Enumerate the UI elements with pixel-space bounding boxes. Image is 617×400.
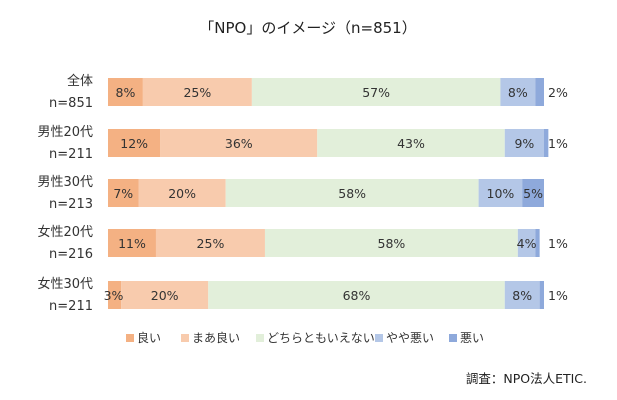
data-label: 12%	[120, 136, 148, 151]
category-label: n=851	[49, 96, 93, 111]
data-label: 7%	[113, 186, 133, 201]
data-label: 8%	[512, 288, 532, 303]
category-label: 全体	[67, 73, 93, 89]
data-label: 5%	[523, 186, 543, 201]
bar-segment	[108, 179, 139, 207]
category-label: n=213	[49, 197, 93, 212]
bar-segment	[155, 229, 265, 257]
bar-segment	[504, 129, 544, 157]
data-label: 3%	[104, 288, 124, 303]
source-note: 調査：NPO法人ETIC.	[466, 371, 587, 386]
legend-label: まあ良い	[192, 330, 240, 345]
bars: 8% 25% 57% 8% 2% 12% 36% 43% 9% 1% 7% 20% 58% 10% 5% 11…	[104, 78, 568, 309]
bar-segment	[108, 129, 161, 157]
legend-swatch	[449, 334, 457, 342]
bar-segment	[264, 229, 518, 257]
category-label: 女性20代	[37, 224, 93, 240]
category-label: 男性20代	[37, 125, 93, 140]
bar-segment	[517, 229, 536, 257]
bar-segment	[317, 129, 505, 157]
bar-segment	[138, 179, 226, 207]
data-label: 2%	[548, 85, 568, 100]
data-label: 25%	[183, 85, 211, 100]
chart-title: 「NPO」のイメージ（n=851）	[199, 19, 416, 37]
bar-segment	[535, 78, 544, 106]
legend-label: 良い	[137, 330, 161, 345]
bar-segment	[208, 281, 505, 309]
data-label: 20%	[151, 288, 179, 303]
data-label: 4%	[517, 236, 537, 251]
data-label: 10%	[487, 186, 515, 201]
data-label: 68%	[343, 288, 371, 303]
bar-segment	[535, 229, 540, 257]
bar-segment	[121, 281, 209, 309]
data-label: 58%	[338, 186, 366, 201]
legend-label: 悪い	[460, 331, 484, 345]
bar-segment	[108, 78, 143, 106]
legend-swatch	[181, 334, 189, 342]
bar-segment	[160, 129, 318, 157]
legend-label: やや悪い	[386, 331, 434, 345]
data-label: 8%	[508, 85, 528, 100]
bar-segment	[108, 281, 122, 309]
legend-swatch	[256, 334, 264, 342]
data-label: 1%	[548, 136, 568, 151]
category-label: n=211	[49, 147, 93, 162]
category-label: 男性30代	[37, 175, 93, 190]
bar-segment	[504, 281, 540, 309]
data-label: 25%	[197, 236, 225, 251]
data-label: 1%	[548, 288, 568, 303]
bar-segment	[251, 78, 501, 106]
data-label: 9%	[514, 136, 534, 151]
data-label: 8%	[116, 85, 136, 100]
bar-segment	[225, 179, 479, 207]
category-labels: 全体 n=851 男性20代 n=211 男性30代 n=213 女性20代 n=216 女性3…	[37, 73, 93, 314]
data-label: 11%	[118, 236, 146, 251]
legend-swatch	[375, 334, 383, 342]
data-label: 20%	[168, 186, 196, 201]
bar-segment	[522, 179, 544, 207]
category-label: n=216	[49, 247, 93, 262]
bar-segment	[142, 78, 252, 106]
data-label: 36%	[225, 136, 253, 151]
legend-label: どちらともいえない	[267, 331, 375, 345]
category-label: 女性30代	[37, 276, 93, 292]
bar-segment	[478, 179, 523, 207]
bar-segment	[544, 129, 549, 157]
data-label: 58%	[378, 236, 406, 251]
data-label: 57%	[362, 85, 390, 100]
data-label: 43%	[397, 136, 425, 151]
category-label: n=211	[49, 299, 93, 314]
data-label: 1%	[548, 236, 568, 251]
legend-swatch	[126, 334, 134, 342]
bar-segment	[108, 229, 156, 257]
bar-segment	[539, 281, 544, 309]
legend: 良い まあ良い どちらともいえない やや悪い 悪い	[126, 330, 484, 345]
bar-segment	[500, 78, 536, 106]
